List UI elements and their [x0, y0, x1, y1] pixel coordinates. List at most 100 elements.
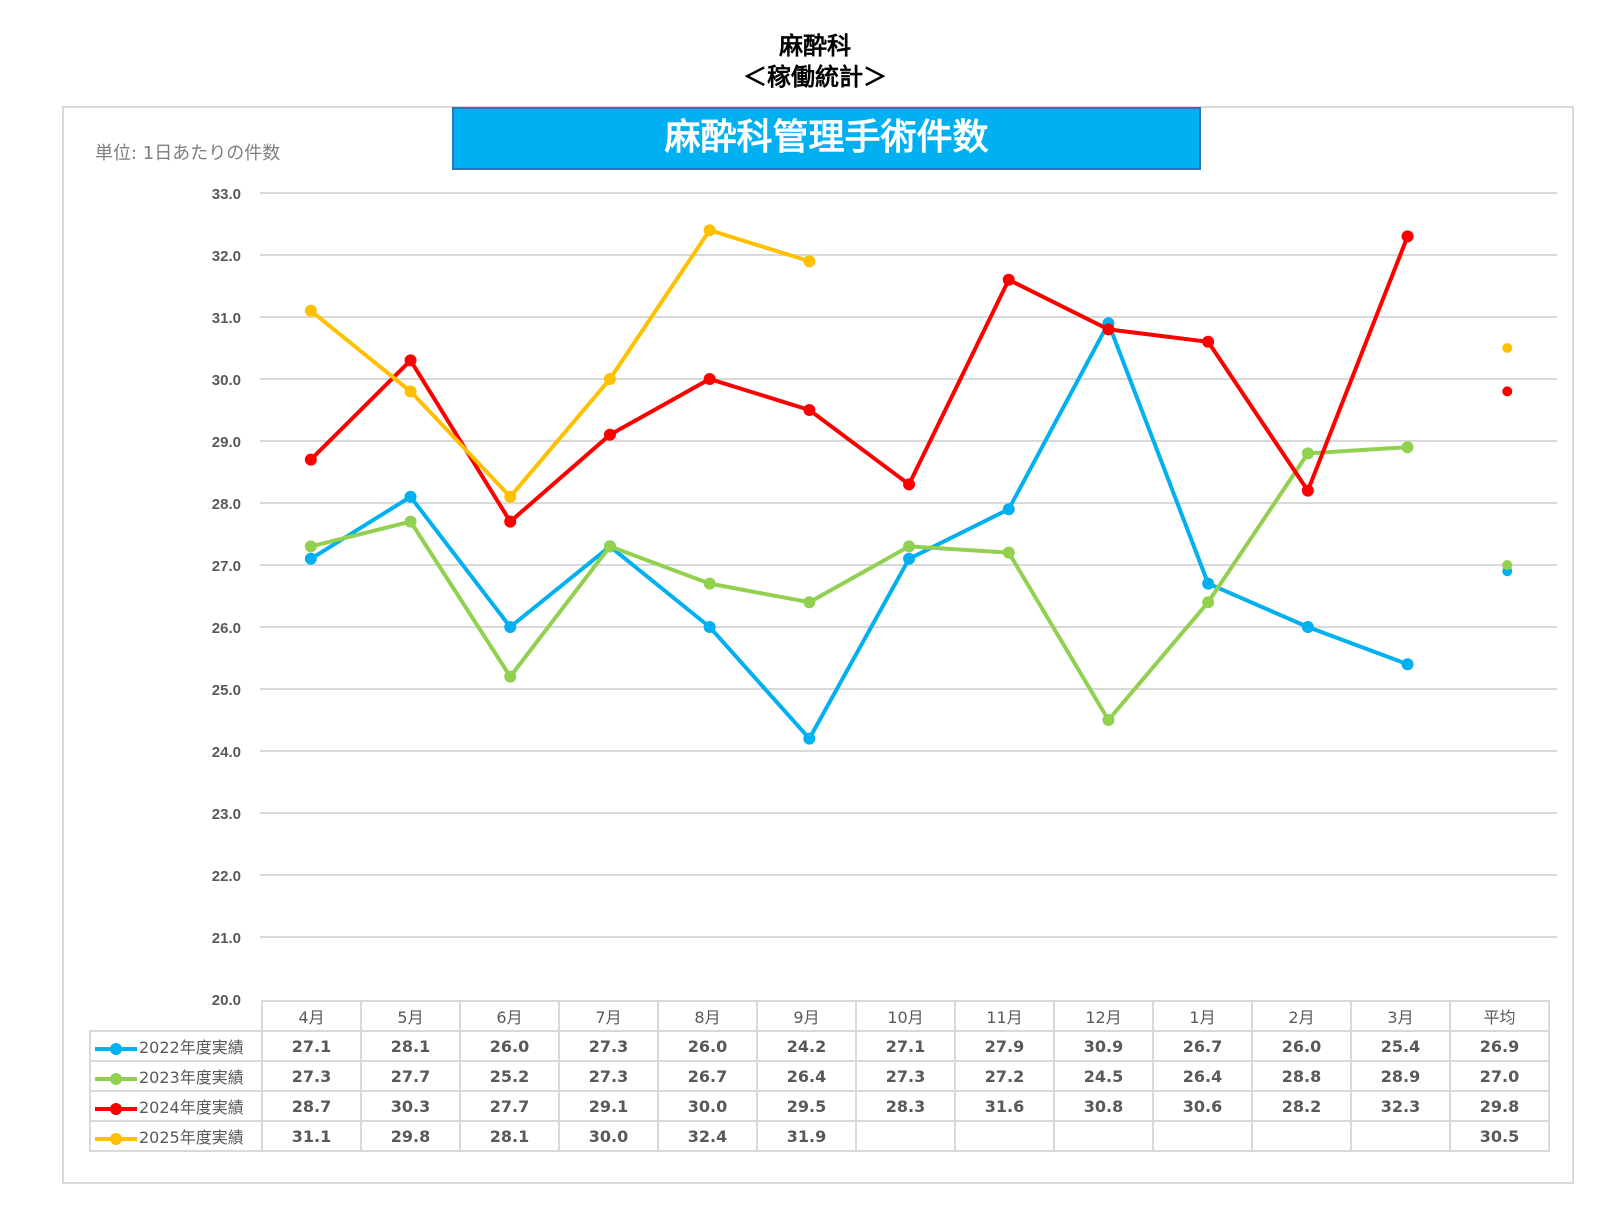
data-label: 32.4 — [657, 1120, 758, 1152]
data-label: 27.7 — [459, 1090, 560, 1122]
table-row: 2022年度実績 27.1 28.1 26.0 27.3 26.0 24.2 27.1 27.9… — [89, 1030, 1550, 1062]
data-label: 28.7 — [261, 1090, 362, 1122]
y-tick-label: 26.0 — [212, 620, 241, 637]
data-point — [1202, 577, 1215, 590]
data-point — [1102, 323, 1115, 336]
data-label: 28.3 — [855, 1090, 956, 1122]
y-tick-label: 23.0 — [212, 806, 241, 823]
data-point — [1202, 596, 1215, 609]
data-label: 27.3 — [558, 1030, 659, 1062]
data-table: 4月 5月 6月 7月 8月 9月 10月 11月 12月 1月 2月 3月 平均 2022年度実績 27.… — [89, 1000, 1550, 1152]
series-line-2025年度実績 — [309, 228, 810, 499]
data-point — [504, 621, 517, 633]
report-subtitle: ＜稼働統計＞ — [743, 63, 887, 91]
data-label: 31.1 — [261, 1120, 362, 1152]
report-title: 麻酔科 — [779, 32, 851, 60]
data-label: 25.4 — [1350, 1030, 1451, 1062]
data-point — [404, 490, 417, 503]
x-tick-label: 1月 — [1152, 1000, 1253, 1032]
data-label: 26.7 — [657, 1060, 758, 1092]
data-label: 29.8 — [360, 1120, 461, 1152]
legend-entry: 2025年度実績 — [89, 1120, 263, 1152]
data-label: 28.9 — [1350, 1060, 1451, 1092]
legend-label: 2025年度実績 — [139, 1128, 244, 1147]
data-point — [603, 373, 616, 385]
data-point — [1002, 273, 1015, 286]
data-label: 27.2 — [954, 1060, 1055, 1092]
data-point — [703, 621, 716, 633]
y-tick-label: 33.0 — [212, 186, 241, 203]
data-label: 24.5 — [1053, 1060, 1154, 1092]
data-point — [1401, 658, 1414, 671]
data-label: 30.6 — [1152, 1090, 1253, 1122]
legend-label: 2023年度実績 — [139, 1068, 244, 1087]
data-point — [803, 404, 816, 416]
data-point — [703, 224, 716, 237]
data-label: 30.8 — [1053, 1090, 1154, 1122]
chart-title: 麻酔科管理手術件数 — [452, 107, 1201, 170]
x-tick-label: 3月 — [1350, 1000, 1451, 1032]
series-line-2024年度実績 — [309, 235, 1410, 524]
legend-marker-icon — [95, 1072, 137, 1085]
data-point — [903, 478, 916, 491]
data-label: 27.7 — [360, 1060, 461, 1092]
data-point — [304, 453, 317, 466]
x-tick-label: 5月 — [360, 1000, 461, 1032]
data-label: 28.2 — [1251, 1090, 1352, 1122]
average-value: 29.8 — [1449, 1090, 1550, 1122]
data-label — [1152, 1120, 1253, 1152]
data-label — [1053, 1120, 1154, 1152]
data-point — [1301, 621, 1314, 633]
data-point — [504, 515, 517, 528]
average-point — [1502, 343, 1513, 353]
data-point — [404, 385, 417, 398]
average-value: 30.5 — [1449, 1120, 1550, 1152]
y-tick-label: 25.0 — [212, 682, 241, 699]
legend-marker-icon — [95, 1132, 137, 1145]
data-point — [404, 515, 417, 528]
data-label: 30.0 — [657, 1090, 758, 1122]
data-label — [1251, 1120, 1352, 1152]
legend-entry: 2022年度実績 — [89, 1030, 263, 1062]
data-point — [1301, 484, 1314, 497]
legend-marker-icon — [95, 1102, 137, 1115]
data-point — [1202, 335, 1215, 348]
data-label — [1350, 1120, 1451, 1152]
x-tick-label: 4月 — [261, 1000, 362, 1032]
data-label: 27.1 — [261, 1030, 362, 1062]
x-tick-label: 6月 — [459, 1000, 560, 1032]
data-label: 31.6 — [954, 1090, 1055, 1122]
y-tick-label: 32.0 — [212, 248, 241, 265]
data-label: 28.8 — [1251, 1060, 1352, 1092]
data-point — [1401, 230, 1414, 243]
data-point — [903, 540, 916, 553]
y-tick-label: 21.0 — [212, 930, 241, 947]
y-tick-label: 29.0 — [212, 434, 241, 451]
y-tick-label: 28.0 — [212, 496, 241, 513]
data-label: 30.9 — [1053, 1030, 1154, 1062]
data-point — [504, 670, 517, 683]
data-point — [603, 428, 616, 441]
table-row: 2023年度実績 27.3 27.7 25.2 27.3 26.7 26.4 27.3 27.2… — [89, 1060, 1550, 1092]
x-tick-label: 11月 — [954, 1000, 1055, 1032]
unit-label: 単位: 1日あたりの件数 — [95, 143, 281, 164]
table-header-row: 4月 5月 6月 7月 8月 9月 10月 11月 12月 1月 2月 3月 平均 — [90, 1000, 1550, 1032]
data-label: 27.1 — [855, 1030, 956, 1062]
data-label: 28.1 — [459, 1120, 560, 1152]
data-label: 26.0 — [1251, 1030, 1352, 1062]
data-label: 27.3 — [261, 1060, 362, 1092]
data-point — [1301, 447, 1314, 460]
x-tick-label: 7月 — [558, 1000, 659, 1032]
data-point — [1002, 503, 1015, 516]
data-point — [703, 577, 716, 590]
average-value: 27.0 — [1449, 1060, 1550, 1092]
data-label: 31.9 — [756, 1120, 857, 1152]
average-point — [1502, 560, 1513, 570]
legend-entry: 2023年度実績 — [89, 1060, 263, 1092]
legend-label: 2022年度実績 — [139, 1038, 244, 1057]
x-tick-label: 9月 — [756, 1000, 857, 1032]
data-label: 26.4 — [756, 1060, 857, 1092]
y-tick-label: 27.0 — [212, 558, 241, 575]
average-header: 平均 — [1449, 1000, 1550, 1032]
